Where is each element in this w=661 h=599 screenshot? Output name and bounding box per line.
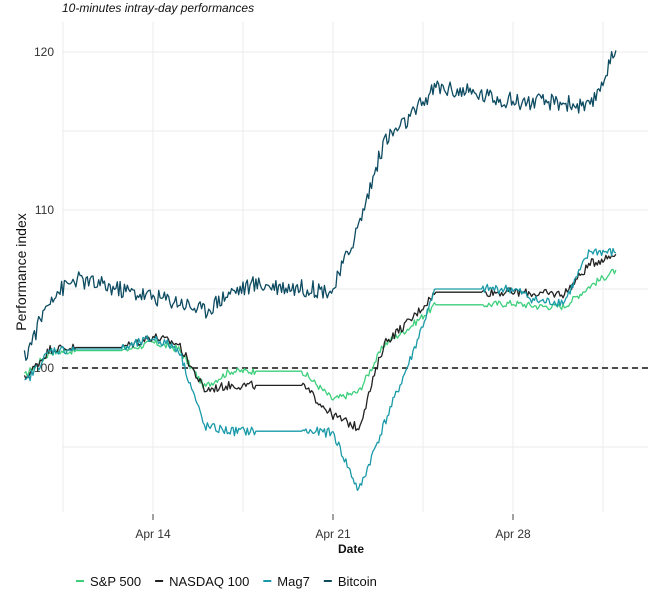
legend-label: NASDAQ 100 (169, 574, 249, 589)
y-tick-label: 120 (34, 45, 54, 59)
y-axis-ticks: 100 110 120 (34, 45, 54, 375)
legend-label: S&P 500 (90, 574, 141, 589)
y-tick-label: 100 (34, 361, 54, 375)
series-line-mag7 (24, 247, 617, 491)
series-line-bitcoin (23, 50, 617, 361)
legend-label: Mag7 (277, 574, 310, 589)
legend-label: Bitcoin (338, 574, 377, 589)
series-line-nasdaq-100 (23, 253, 617, 432)
grid (62, 22, 648, 512)
chart-subtitle: 10-minutes intray-day performances (62, 1, 254, 15)
y-tick-label: 110 (35, 203, 54, 217)
x-tick-label: Apr 28 (495, 527, 531, 541)
legend: S&P 500 NASDAQ 100 Mag7 Bitcoin (76, 574, 377, 589)
x-tick-label: Apr 21 (315, 527, 351, 541)
x-axis-ticks: Apr 14 Apr 21 Apr 28 (135, 514, 531, 541)
y-axis-title: Performance index (13, 213, 29, 331)
x-axis-title: Date (338, 542, 364, 556)
series-line-s-p-500 (23, 268, 617, 401)
x-tick-label: Apr 14 (135, 527, 171, 541)
series-layer (23, 50, 617, 491)
